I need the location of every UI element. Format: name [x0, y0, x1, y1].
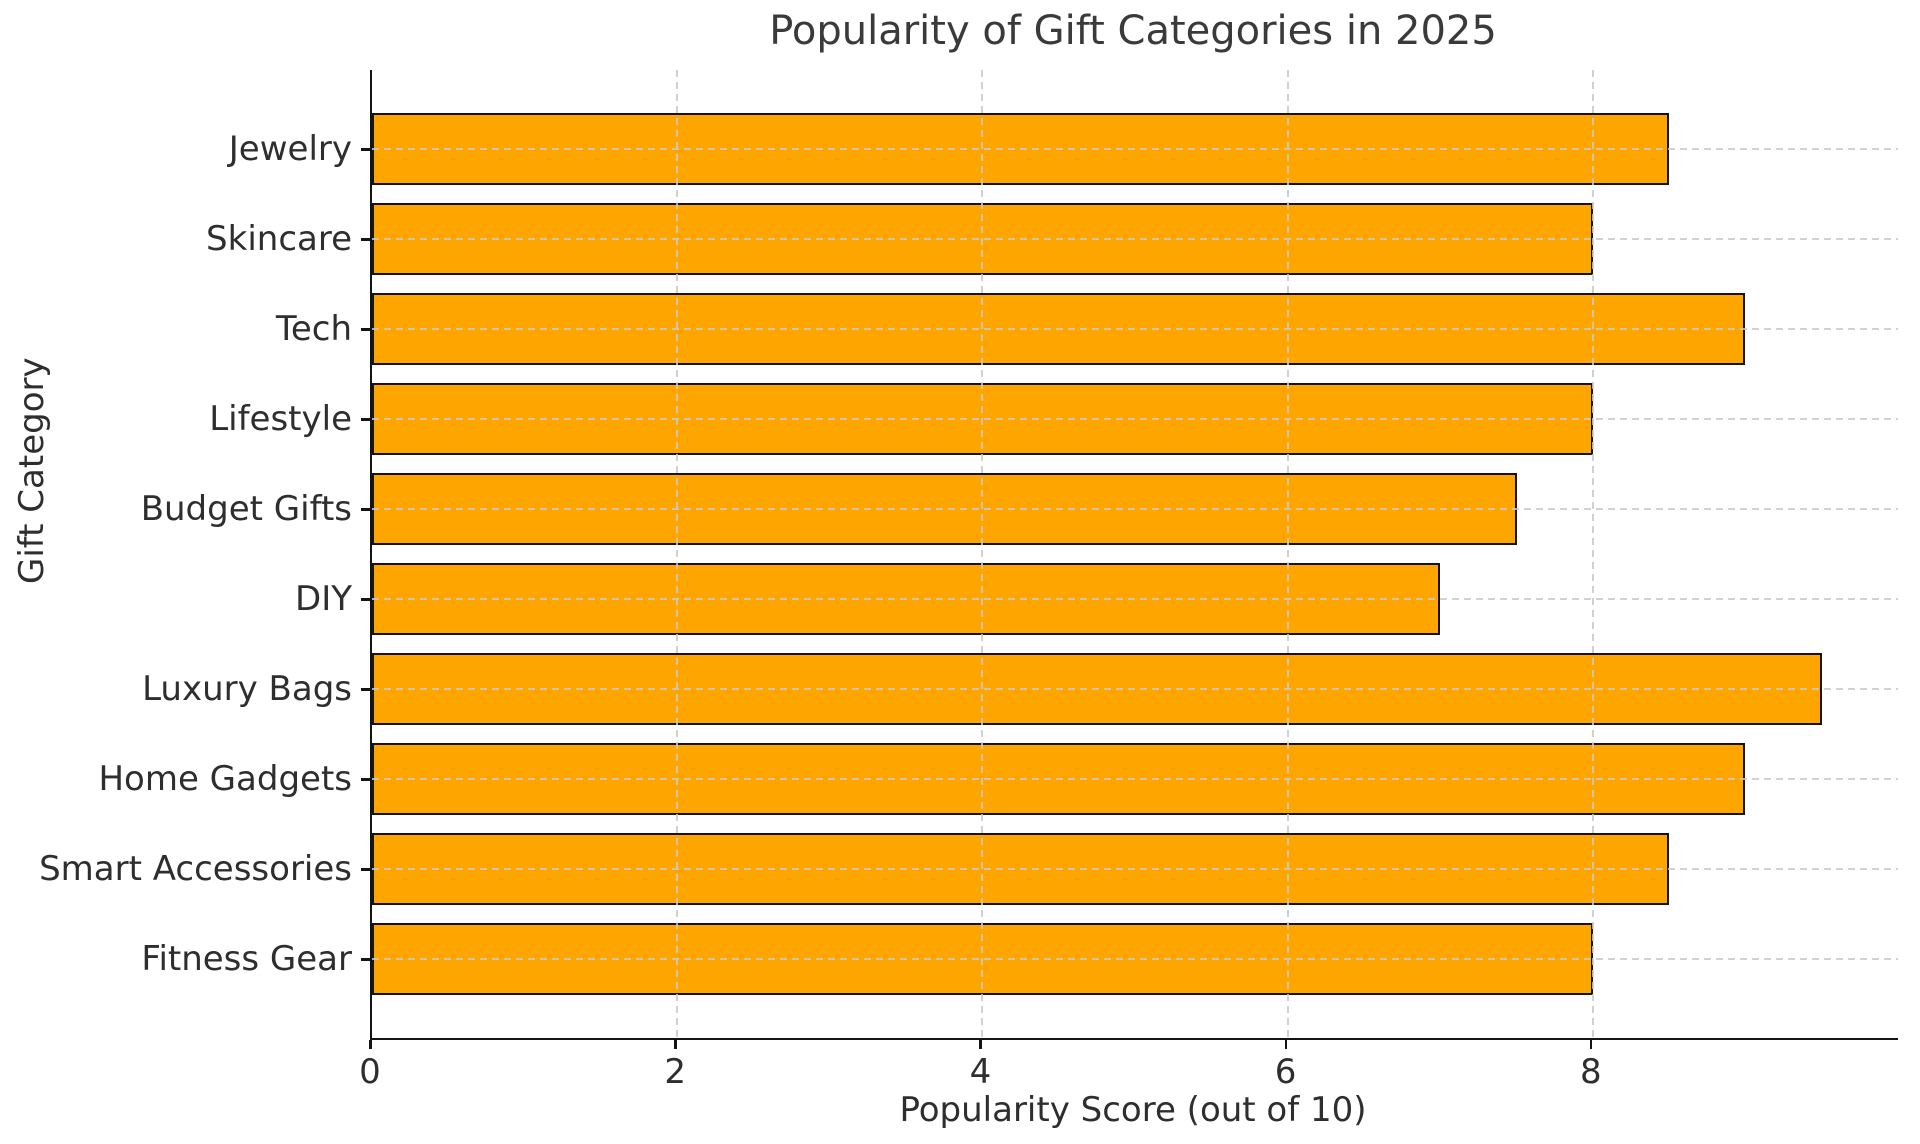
- ytick-mark: [361, 868, 370, 871]
- y-axis-title: Gift Category: [12, 357, 52, 584]
- h-gridline: [372, 958, 1898, 960]
- ytick-label-lifestyle: Lifestyle: [209, 399, 352, 439]
- ytick-label-luxury-bags: Luxury Bags: [142, 669, 352, 709]
- ytick-label-tech: Tech: [275, 309, 352, 349]
- ytick-mark: [361, 418, 370, 421]
- ytick-mark: [361, 958, 370, 961]
- xtick-mark: [369, 1040, 372, 1049]
- plot-area: [370, 70, 1898, 1040]
- v-gridline-2: [676, 70, 679, 1038]
- h-gridline: [372, 598, 1898, 600]
- v-gridline-6: [1286, 70, 1289, 1038]
- h-gridline: [372, 868, 1898, 870]
- ytick-label-home-gadgets: Home Gadgets: [98, 759, 352, 799]
- h-gridline: [372, 328, 1898, 330]
- h-gridline: [372, 418, 1898, 420]
- chart-title: Popularity of Gift Categories in 2025: [769, 8, 1497, 54]
- h-gridline: [372, 508, 1898, 510]
- h-gridline: [372, 688, 1898, 690]
- x-axis-title: Popularity Score (out of 10): [899, 1090, 1367, 1130]
- ytick-label-skincare: Skincare: [206, 219, 352, 259]
- ytick-label-diy: DIY: [295, 579, 352, 619]
- h-gridline: [372, 148, 1898, 150]
- ytick-mark: [361, 598, 370, 601]
- ytick-mark: [361, 148, 370, 151]
- xtick-label-0: 0: [359, 1052, 381, 1092]
- xtick-mark: [674, 1040, 677, 1049]
- ytick-label-jewelry: Jewelry: [228, 129, 352, 169]
- xtick-mark: [1284, 1040, 1288, 1049]
- ytick-mark: [361, 688, 370, 691]
- xtick-label-2: 2: [664, 1052, 687, 1092]
- xtick-label-8: 8: [1579, 1052, 1602, 1092]
- h-gridline: [372, 238, 1898, 240]
- ytick-mark: [361, 238, 370, 241]
- ytick-label-smart-accessories: Smart Accessories: [39, 849, 352, 889]
- xtick-label-6: 6: [1274, 1052, 1297, 1092]
- ytick-mark: [361, 508, 370, 511]
- h-gridline: [372, 778, 1898, 780]
- ytick-mark: [361, 328, 370, 331]
- ytick-mark: [361, 778, 370, 781]
- xtick-mark: [979, 1040, 982, 1049]
- ytick-label-fitness-gear: Fitness Gear: [141, 939, 352, 979]
- v-gridline-8: [1591, 70, 1594, 1038]
- v-gridline-4: [981, 70, 984, 1038]
- xtick-mark: [1589, 1040, 1593, 1049]
- ytick-label-budget-gifts: Budget Gifts: [140, 489, 352, 529]
- xtick-label-4: 4: [969, 1052, 992, 1092]
